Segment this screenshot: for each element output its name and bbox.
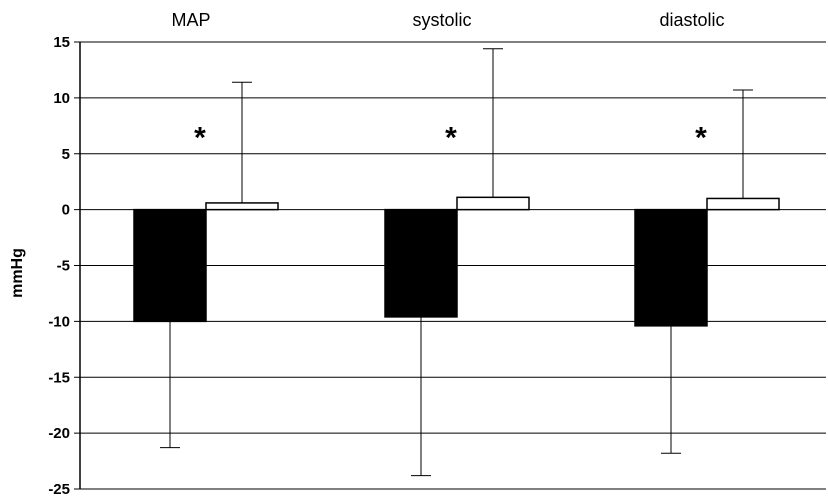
category-labels: MAP systolic diastolic [171,10,724,30]
bar [456,196,530,211]
significance-asterisk: * [194,121,206,154]
category-label: MAP [171,10,210,30]
y-tick-label: 10 [53,90,70,107]
error-bars [160,48,753,477]
y-axis-label: mmHg [9,248,26,298]
y-tick-label: -25 [48,481,70,498]
bars [133,196,780,327]
bar [706,197,780,211]
category-label: systolic [412,10,471,30]
bar [205,202,279,211]
annotations: * * * [194,121,707,154]
y-tick-label: -5 [57,258,70,275]
bar [133,208,207,323]
y-tick-label: -20 [48,425,70,442]
y-tick-label: 15 [53,34,70,51]
y-tick-label: 5 [62,146,70,163]
y-axis: 15 10 5 0 -5 -10 -15 -20 -25 [48,34,81,498]
y-tick-label: -15 [48,369,70,386]
category-label: diastolic [659,10,724,30]
significance-asterisk: * [445,121,457,154]
bar [384,208,458,318]
y-tick-label: 0 [62,202,70,219]
bar [634,208,708,327]
y-tick-label: -10 [48,313,70,330]
significance-asterisk: * [695,121,707,154]
